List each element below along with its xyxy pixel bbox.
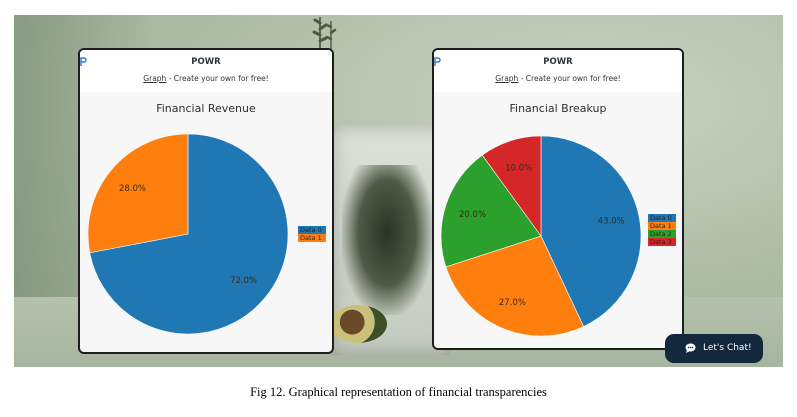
chart-card-revenue: POWR Graph - Create your own for free! F…: [78, 48, 334, 354]
chat-bubble-icon: [685, 343, 696, 353]
slice-label: 10.0%: [505, 164, 532, 174]
pie-slice-data-1[interactable]: [445, 235, 584, 337]
lets-chat-button[interactable]: Let's Chat!: [665, 334, 763, 363]
powr-logo-icon: [434, 57, 441, 66]
powr-brand-text: POWR: [191, 57, 221, 67]
powr-brand-text: POWR: [543, 57, 573, 67]
pie-chart: 72.0% 28.0%: [87, 133, 289, 335]
pie-slice-data-0[interactable]: [540, 135, 642, 327]
pie-slice-data-1[interactable]: [87, 133, 189, 254]
slice-label: 27.0%: [499, 298, 526, 308]
powr-tagline: Graph - Create your own for free!: [80, 74, 332, 83]
graph-link[interactable]: Graph: [495, 74, 519, 83]
chat-label: Let's Chat!: [703, 343, 752, 353]
slice-label: 43.0%: [598, 216, 625, 226]
chart-legend: Data 0 Data 1 Data 2 Data 3: [648, 214, 676, 246]
tagline-text: - Create your own for free!: [166, 74, 269, 83]
slice-label: 28.0%: [119, 184, 146, 194]
pie-slice-data-3[interactable]: [481, 135, 542, 237]
pie-slice-data-0[interactable]: [89, 133, 289, 335]
chart-legend: Data 0 Data 1: [298, 226, 326, 242]
card-header: POWR Graph - Create your own for free!: [434, 50, 682, 92]
chart-title: Financial Breakup: [509, 102, 607, 115]
powr-tagline: Graph - Create your own for free!: [434, 74, 682, 83]
legend-item[interactable]: Data 0: [648, 214, 676, 222]
slice-label: 20.0%: [459, 210, 486, 220]
slice-label: 72.0%: [230, 276, 257, 286]
powr-logo-icon: [80, 57, 87, 66]
plant-decoration: [312, 17, 337, 55]
chart-title: Financial Revenue: [156, 102, 256, 115]
powr-logo[interactable]: POWR: [434, 57, 682, 67]
card-header: POWR Graph - Create your own for free!: [80, 50, 332, 92]
pie-slice-data-2[interactable]: [440, 154, 542, 268]
chart-card-breakup: POWR Graph - Create your own for free! F…: [432, 48, 684, 350]
figure-caption: Fig 12. Graphical representation of fina…: [250, 385, 547, 399]
powr-logo[interactable]: POWR: [80, 57, 332, 67]
legend-item[interactable]: Data 3: [648, 238, 676, 246]
pie-chart: 43.0% 27.0% 20.0% 10.0%: [440, 135, 642, 337]
tagline-text: - Create your own for free!: [518, 74, 621, 83]
avocado-decoration: [329, 305, 387, 343]
graph-link[interactable]: Graph: [143, 74, 167, 83]
legend-item[interactable]: Data 2: [648, 230, 676, 238]
legend-item[interactable]: Data 1: [648, 222, 676, 230]
legend-item[interactable]: Data 1: [298, 234, 326, 242]
legend-item[interactable]: Data 0: [298, 226, 326, 234]
